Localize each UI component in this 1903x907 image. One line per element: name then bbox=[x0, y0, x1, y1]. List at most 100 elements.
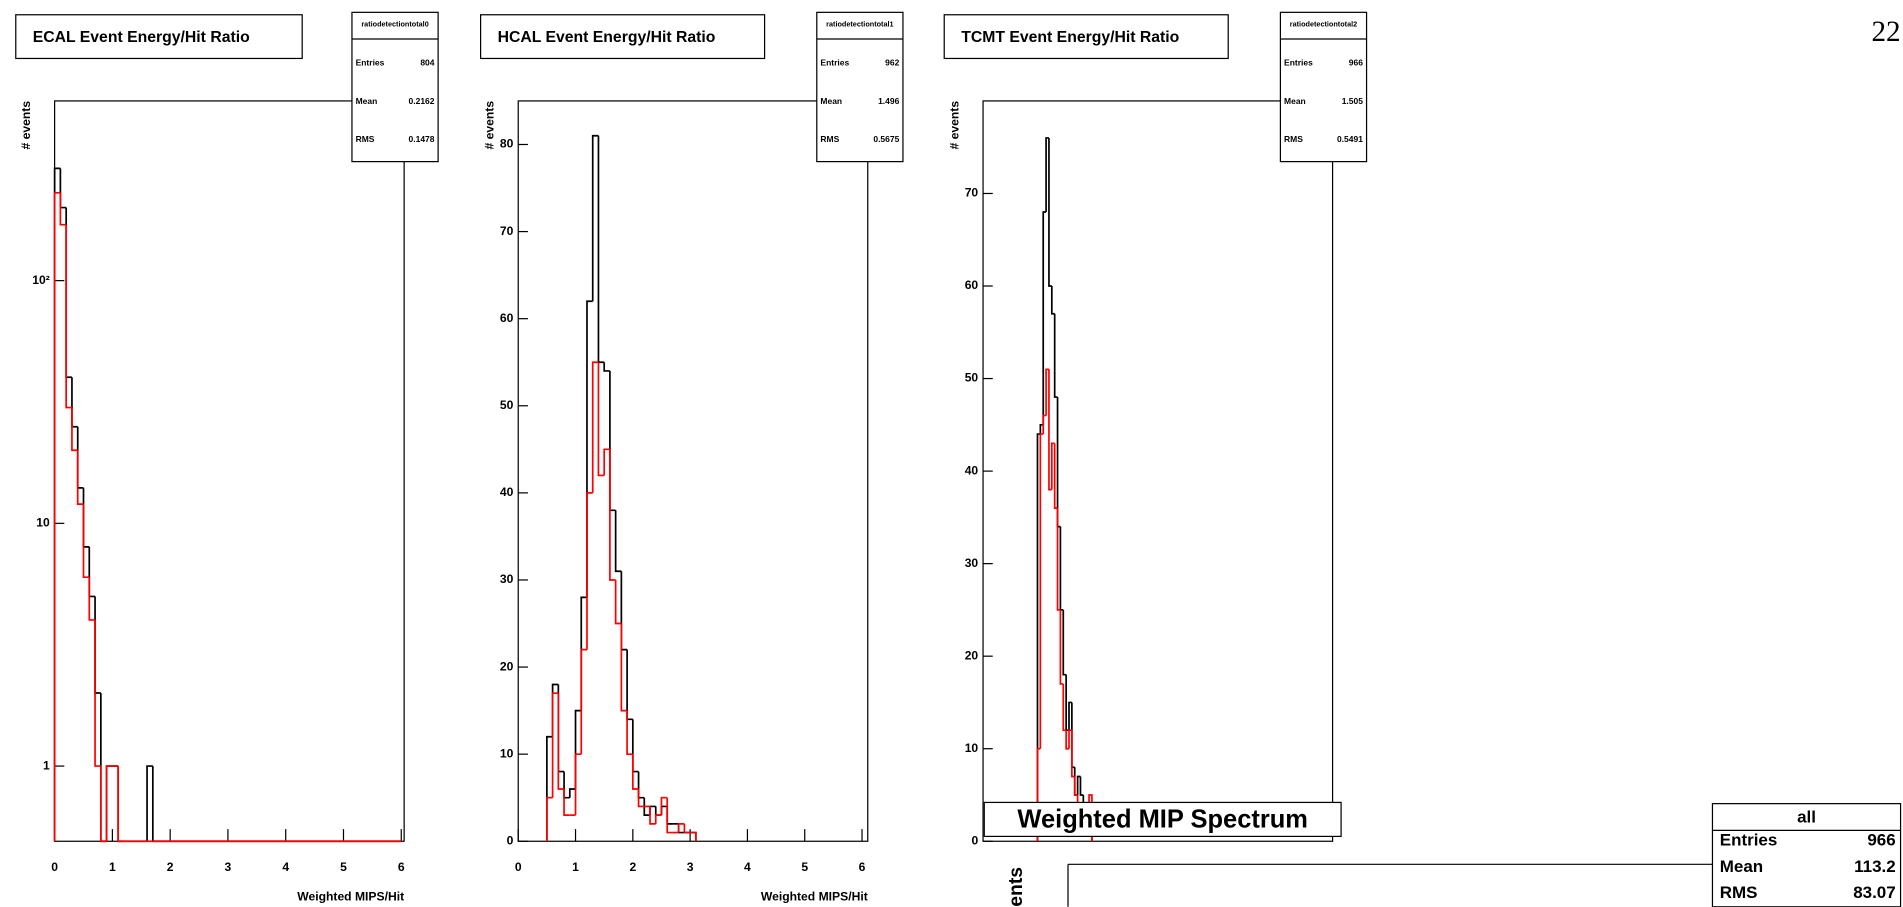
chart-title: HCAL Event Energy/Hit Ratio bbox=[498, 29, 716, 46]
histogram-step bbox=[557, 684, 565, 773]
title-box bbox=[943, 14, 1229, 60]
histogram-step bbox=[105, 765, 113, 842]
stats-label: Entries bbox=[1720, 831, 1778, 850]
histogram-step bbox=[631, 719, 639, 773]
histogram-step bbox=[71, 407, 78, 452]
stats-value: 804 bbox=[420, 58, 434, 68]
histogram-step bbox=[563, 789, 570, 816]
histogram-step bbox=[1068, 701, 1072, 731]
x-tick-label: 6 bbox=[398, 860, 405, 874]
histogram-step bbox=[568, 788, 576, 798]
x-tick-label: 0 bbox=[51, 860, 58, 874]
x-tick-label: 3 bbox=[225, 860, 232, 874]
stats-name: ratiodetectiontotal0 bbox=[361, 19, 428, 28]
histogram-step bbox=[637, 789, 645, 808]
stats-value: 1.505 bbox=[1342, 96, 1364, 106]
histogram-step bbox=[1065, 730, 1070, 750]
stats-value: 0.5491 bbox=[1337, 134, 1363, 144]
histogram-step bbox=[1042, 414, 1047, 435]
histogram-step bbox=[660, 805, 668, 816]
histogram-step bbox=[1073, 776, 1078, 796]
title-box bbox=[983, 801, 1342, 838]
stats-label: Mean bbox=[1720, 857, 1763, 876]
y-tick-label: 10 bbox=[965, 741, 979, 755]
title-box bbox=[15, 14, 303, 60]
chart-title: ECAL Event Energy/Hit Ratio bbox=[33, 29, 250, 46]
histogram-step bbox=[1048, 137, 1052, 287]
y-tick-label: 1 bbox=[43, 758, 50, 772]
histogram-step bbox=[1045, 137, 1049, 212]
stats-value: 962 bbox=[885, 58, 899, 68]
stats-name: ratiodetectiontotal2 bbox=[1290, 19, 1357, 28]
y-axis-label: # events bbox=[947, 101, 961, 150]
stats-box bbox=[1279, 11, 1368, 163]
y-tick-label: 40 bbox=[965, 463, 979, 477]
histogram-step bbox=[117, 766, 124, 843]
histogram-step bbox=[586, 492, 593, 650]
histogram-step bbox=[94, 619, 101, 767]
stats-name: all bbox=[1797, 808, 1816, 827]
histogram-step bbox=[603, 362, 610, 372]
stats-label: Mean bbox=[1284, 96, 1306, 106]
histogram-step bbox=[1068, 729, 1072, 749]
stats-label: Entries bbox=[356, 58, 385, 68]
y-tick-label: 70 bbox=[965, 186, 979, 200]
histogram-step bbox=[1039, 423, 1044, 435]
histogram-step bbox=[690, 831, 697, 842]
histogram-step bbox=[580, 596, 587, 711]
histogram-step bbox=[677, 822, 685, 833]
histogram-step bbox=[1062, 683, 1067, 732]
y-axis-label: # events bbox=[483, 101, 497, 150]
title-box bbox=[479, 14, 766, 60]
histogram-step bbox=[603, 448, 610, 476]
histogram-step bbox=[82, 504, 90, 579]
histogram-step bbox=[586, 300, 593, 598]
stats-label: RMS bbox=[1720, 883, 1758, 902]
histogram-step bbox=[1048, 369, 1052, 491]
histogram-step bbox=[1059, 609, 1064, 685]
histogram-step bbox=[597, 362, 605, 477]
histogram-step bbox=[614, 510, 622, 573]
stats-label: RMS bbox=[820, 134, 839, 144]
stats-label: Entries bbox=[1284, 58, 1313, 68]
x-axis-label: Weighted MIPS/Hit bbox=[761, 889, 868, 903]
histogram-step bbox=[1036, 433, 1041, 842]
x-tick-label: 1 bbox=[572, 860, 579, 874]
histogram-step bbox=[614, 579, 622, 625]
histogram-step bbox=[551, 683, 559, 737]
histogram-step bbox=[666, 797, 673, 834]
y-tick-label: 20 bbox=[965, 648, 979, 662]
histogram-step bbox=[574, 753, 582, 816]
stats-box bbox=[1711, 803, 1902, 907]
y-tick-label: 10 bbox=[500, 746, 514, 760]
histogram-step bbox=[94, 596, 101, 694]
stats-name: ratiodetectiontotal1 bbox=[826, 19, 893, 28]
plot-frame bbox=[982, 100, 1334, 842]
y-tick-label: 20 bbox=[500, 659, 514, 673]
histogram-step bbox=[59, 168, 67, 209]
histogram-step bbox=[620, 571, 628, 651]
histogram-step bbox=[88, 546, 96, 598]
x-tick-label: 1 bbox=[109, 860, 116, 874]
histogram-step bbox=[620, 623, 628, 712]
histogram-step bbox=[105, 765, 113, 842]
histogram-step bbox=[59, 192, 67, 226]
y-tick-label: 60 bbox=[965, 278, 979, 292]
y-tick-label: 30 bbox=[965, 556, 979, 570]
stats-value: 1.496 bbox=[878, 96, 900, 106]
y-axis-label: ents bbox=[1005, 867, 1027, 907]
plot-frame bbox=[517, 100, 869, 842]
histogram-step bbox=[99, 766, 107, 843]
y-tick-label: 60 bbox=[500, 311, 514, 325]
stats-value: 83.07 bbox=[1853, 883, 1896, 902]
histogram-step bbox=[563, 771, 570, 799]
y-tick-label: 80 bbox=[500, 137, 514, 151]
histogram-step bbox=[65, 207, 72, 379]
histogram-step bbox=[1071, 730, 1075, 778]
histogram-step bbox=[626, 710, 633, 756]
histogram-step bbox=[574, 709, 582, 790]
histogram-step bbox=[71, 377, 78, 428]
histogram-step bbox=[677, 823, 685, 834]
stats-value: 0.2162 bbox=[409, 96, 435, 106]
